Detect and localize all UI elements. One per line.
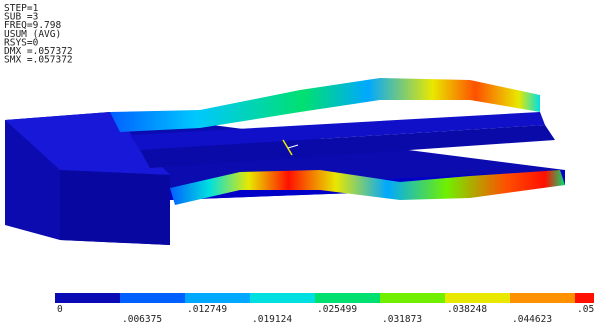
header-line: USUM (AVG) — [4, 29, 61, 40]
header-line: DMX =.057372 — [4, 46, 73, 57]
header-line: SUB =3 — [4, 12, 38, 23]
legend-swatch — [575, 293, 594, 303]
legend-swatch — [120, 293, 185, 303]
legend-swatch — [55, 293, 120, 303]
legend-label: .038248 — [447, 304, 487, 315]
legend-label: .031873 — [382, 314, 422, 325]
legend-swatch — [315, 293, 380, 303]
header-line: RSYS=0 — [4, 37, 39, 48]
legend-label: .019124 — [252, 314, 292, 325]
model — [5, 78, 565, 245]
legend-label: .012749 — [187, 304, 227, 315]
header-line: STEP=1 — [4, 3, 39, 14]
legend-swatch — [185, 293, 250, 303]
legend-swatch — [445, 293, 510, 303]
header-line: FREQ=9.798 — [4, 20, 61, 31]
contour-legend: 0 .012749 .025499 .038248 .05 .006375 .019124.… — [55, 293, 594, 325]
legend-label: .044623 — [512, 314, 552, 325]
legend-label: 0 — [57, 304, 63, 315]
legend-swatch — [250, 293, 315, 303]
legend-label: .006375 — [122, 314, 162, 325]
legend-swatch — [380, 293, 445, 303]
legend-label: .025499 — [317, 304, 357, 315]
legend-label: .05 — [577, 304, 594, 315]
header-line: SMX =.057372 — [4, 55, 73, 66]
legend-swatch — [510, 293, 575, 303]
